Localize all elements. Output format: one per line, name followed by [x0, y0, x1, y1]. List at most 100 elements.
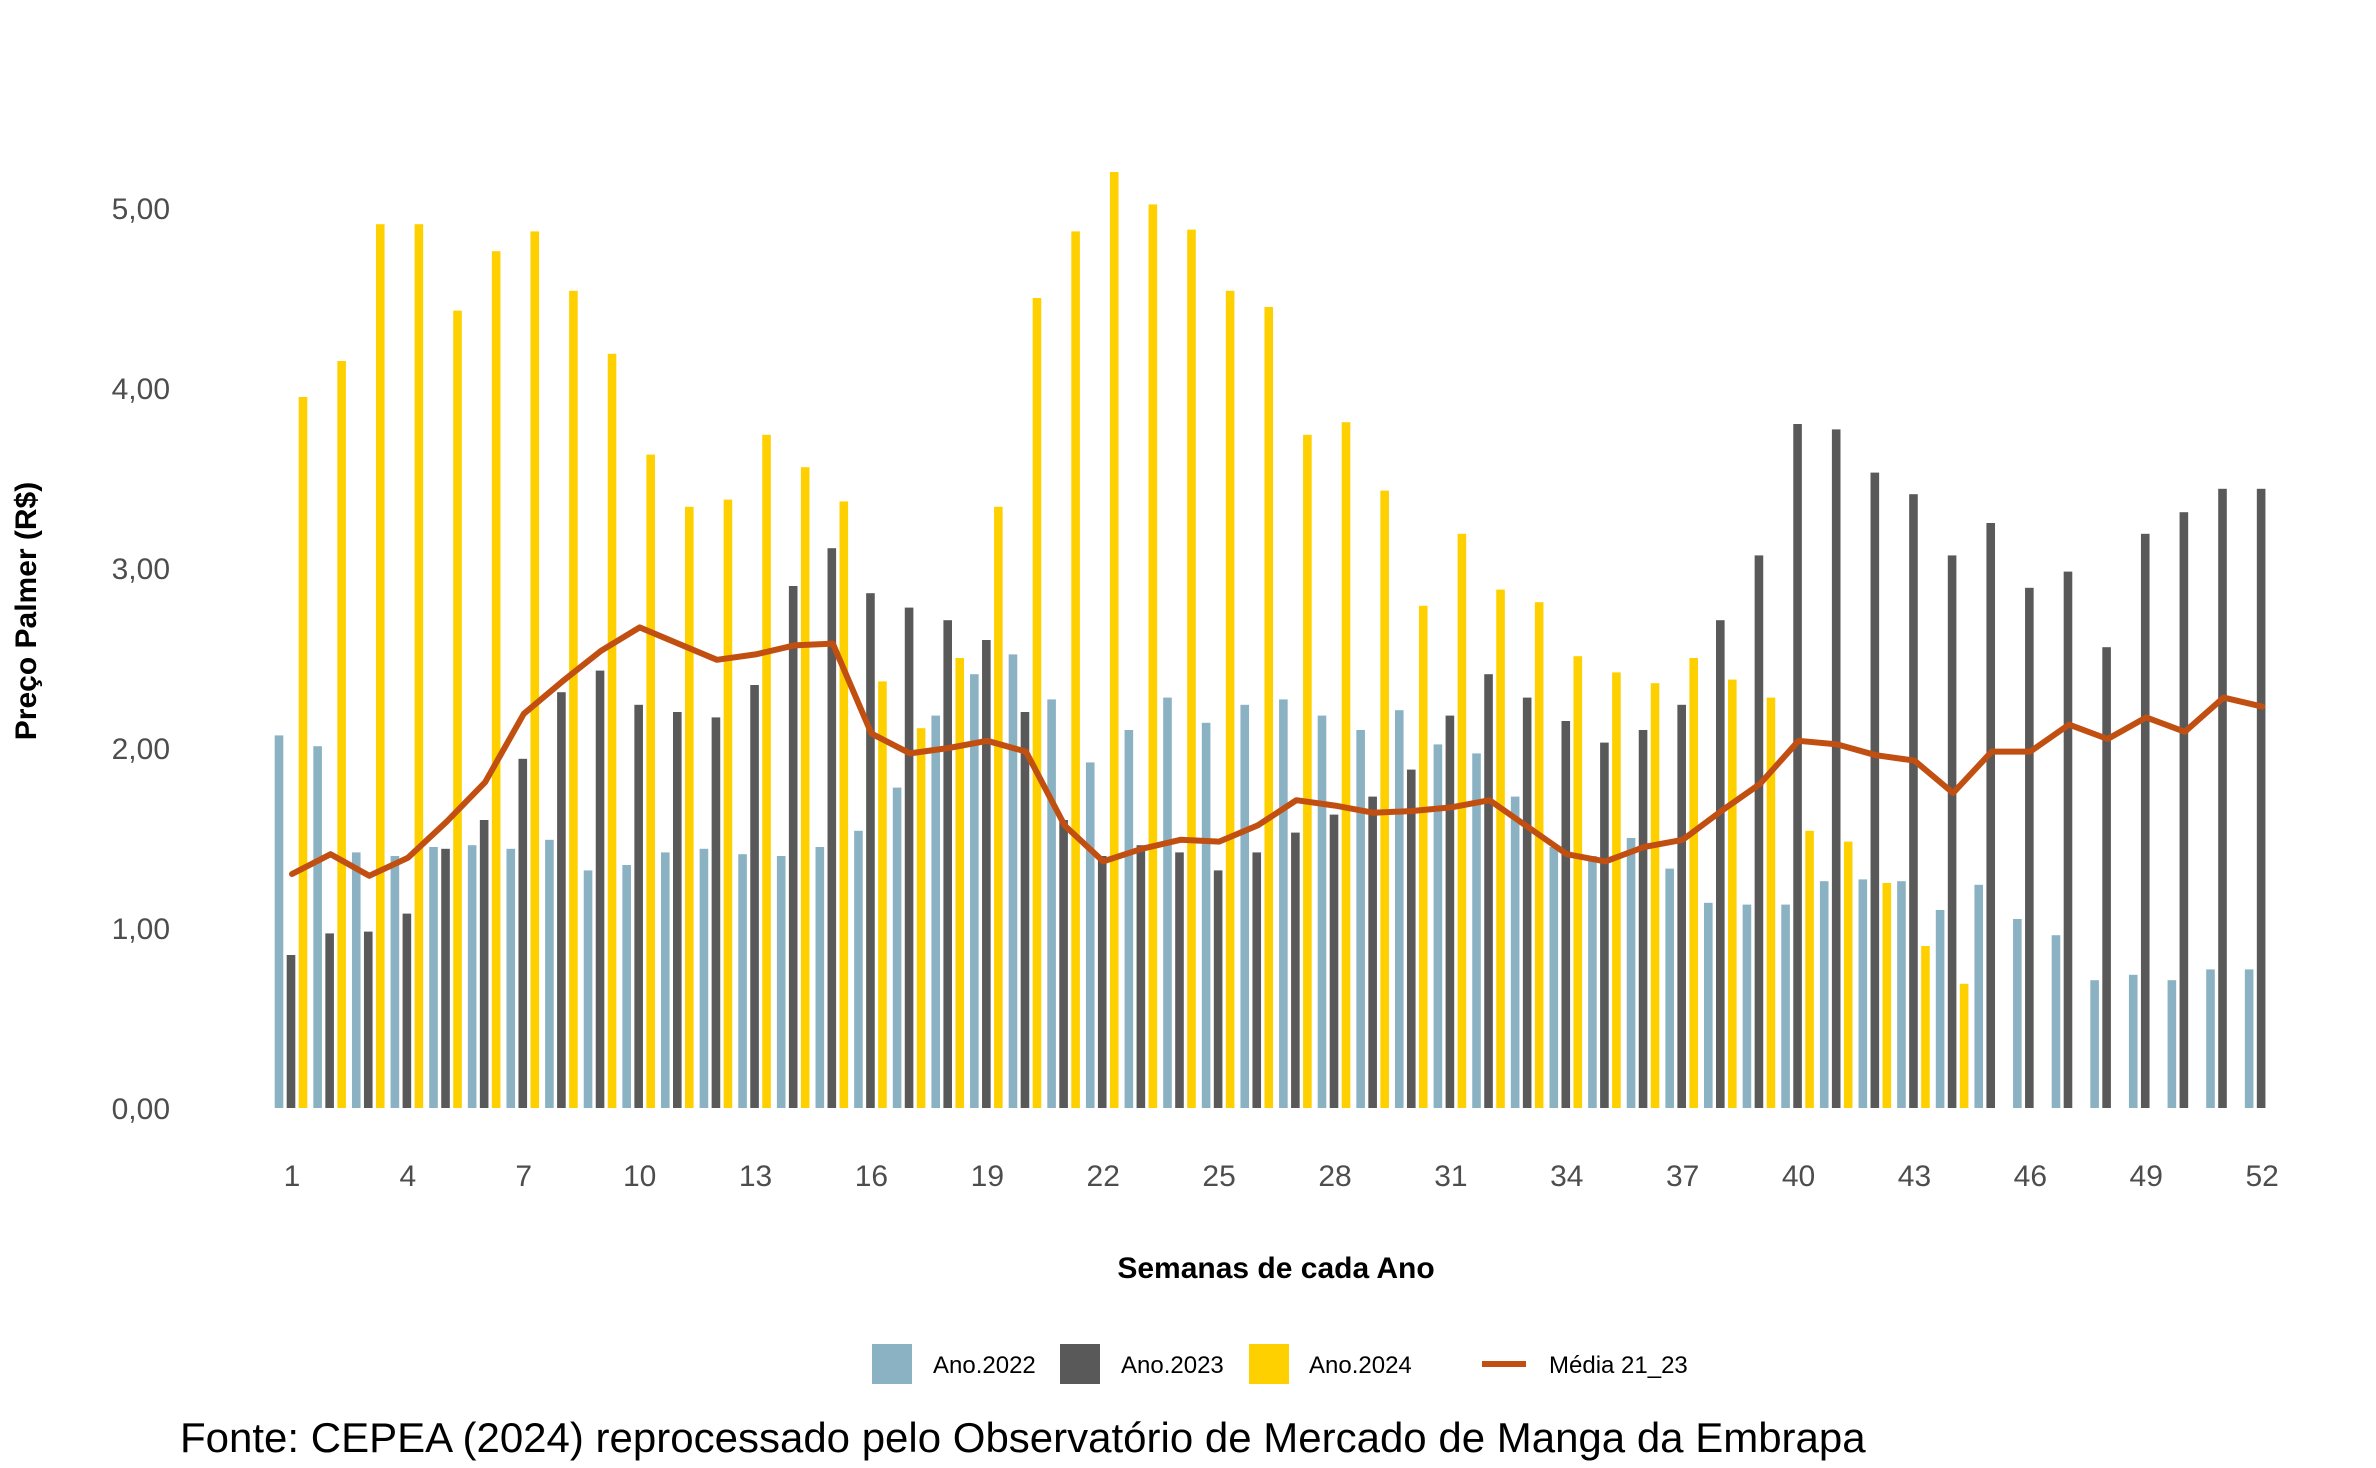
- x-tick-label: 28: [1318, 1160, 1351, 1193]
- bar-ano-2024-week-39: [1766, 697, 1776, 1108]
- bar-ano-2023-week-52: [2256, 488, 2266, 1108]
- y-tick-label: 2,00: [112, 733, 170, 766]
- bar-ano-2023-week-17: [904, 607, 914, 1108]
- bar-ano-2022-week-22: [1085, 762, 1095, 1108]
- bar-ano-2024-week-15: [839, 501, 849, 1108]
- bar-ano-2024-week-21: [1071, 231, 1080, 1108]
- bar-ano-2023-week-36: [1638, 730, 1648, 1108]
- x-axis-ticks: 1 4 7 10 13 16 19 22 25 28 31 34 37 40 43 46 49 52: [284, 1160, 2279, 1193]
- bar-ano-2024-week-19: [994, 506, 1003, 1108]
- bar-ano-2022-week-40: [1781, 904, 1790, 1108]
- x-tick-label: 7: [515, 1160, 532, 1193]
- bar-ano-2023-week-48: [2102, 647, 2111, 1108]
- legend-label-m-dia-21-23: Média 21_23: [1549, 1352, 1688, 1379]
- bar-ano-2024-week-2: [337, 361, 346, 1108]
- bar-ano-2024-week-4: [414, 224, 424, 1108]
- legend: Ano.2022 Ano.2023 Ano.2024 Média 21_23: [872, 1344, 1688, 1384]
- bar-ano-2023-week-30: [1406, 769, 1416, 1108]
- x-tick-label: 13: [739, 1160, 772, 1193]
- bar-ano-2023-week-14: [788, 586, 798, 1108]
- bar-ano-2022-week-14: [776, 856, 786, 1108]
- bar-ano-2024-week-37: [1689, 658, 1698, 1108]
- bar-ano-2023-week-46: [2025, 587, 2034, 1108]
- bar-ano-2024-week-3: [375, 224, 385, 1108]
- bar-ano-2022-week-35: [1588, 856, 1597, 1108]
- bar-ano-2023-week-10: [634, 704, 643, 1108]
- bar-ano-2022-week-41: [1819, 881, 1829, 1108]
- x-tick-label: 19: [971, 1160, 1004, 1193]
- bar-ano-2022-week-28: [1317, 715, 1327, 1108]
- plot-area: 0,00 1,00 2,00 3,00 4,00 5,00 1 4 7 10 13 16 19 22 25…: [112, 172, 2279, 1193]
- source-note: Fonte: CEPEA (2024) reprocessado pelo Ob…: [180, 1414, 1866, 1461]
- bar-ano-2024-week-23: [1148, 204, 1158, 1108]
- bar-ano-2022-week-29: [1356, 730, 1365, 1108]
- bar-ano-2024-week-26: [1264, 307, 1274, 1108]
- x-tick-label: 25: [1202, 1160, 1235, 1193]
- bar-ano-2023-week-44: [1947, 555, 1957, 1108]
- bar-ano-2024-week-35: [1612, 672, 1621, 1108]
- x-tick-label: 31: [1434, 1160, 1467, 1193]
- bar-ano-2024-week-42: [1882, 883, 1892, 1108]
- bar-ano-2024-week-41: [1843, 841, 1853, 1108]
- legend-label-ano-2023: Ano.2023: [1121, 1352, 1224, 1379]
- bar-ano-2023-week-25: [1213, 870, 1223, 1108]
- bar-ano-2023-week-3: [363, 931, 373, 1108]
- bar-ano-2022-week-9: [583, 870, 593, 1108]
- bar-ano-2023-week-32: [1484, 674, 1493, 1108]
- bar-ano-2022-week-11: [661, 852, 670, 1108]
- bar-ano-2022-week-1: [274, 735, 284, 1108]
- bar-ano-2022-week-20: [1008, 654, 1018, 1108]
- bar-ano-2022-week-52: [2244, 969, 2254, 1108]
- x-tick-label: 1: [284, 1160, 301, 1193]
- bar-ano-2024-week-36: [1650, 683, 1660, 1108]
- bar-ano-2022-week-18: [931, 715, 941, 1108]
- y-axis-title: Preço Palmer (R$): [10, 482, 43, 740]
- bar-ano-2022-week-8: [545, 839, 554, 1108]
- bar-ano-2023-week-35: [1600, 742, 1609, 1108]
- bar-ano-2022-week-38: [1704, 902, 1713, 1108]
- bar-ano-2022-week-39: [1742, 904, 1752, 1108]
- bar-ano-2022-week-47: [2051, 935, 2061, 1108]
- bar-ano-2023-week-7: [518, 758, 528, 1108]
- bar-ano-2022-week-23: [1124, 730, 1134, 1108]
- bar-ano-2023-week-45: [1986, 523, 1996, 1108]
- bar-ano-2023-week-11: [673, 712, 682, 1108]
- bar-ano-2024-week-1: [298, 397, 308, 1108]
- x-axis-title: Semanas de cada Ano: [1117, 1252, 1434, 1285]
- bar-ano-2023-week-26: [1252, 852, 1262, 1108]
- bar-ano-2022-week-13: [738, 854, 747, 1108]
- bar-ano-2024-week-31: [1457, 533, 1467, 1108]
- bar-ano-2024-week-22: [1109, 172, 1119, 1108]
- bar-ano-2023-week-9: [595, 670, 605, 1108]
- bar-ano-2023-week-50: [2179, 512, 2189, 1108]
- bar-ano-2023-week-21: [1059, 820, 1068, 1108]
- bar-ano-2022-week-4: [390, 856, 400, 1108]
- bar-ano-2022-week-43: [1897, 881, 1906, 1108]
- bar-ano-2022-week-45: [1974, 884, 1984, 1108]
- bar-ano-2023-week-20: [1020, 712, 1030, 1108]
- bar-ano-2023-week-43: [1909, 494, 1918, 1108]
- y-tick-label: 1,00: [112, 913, 170, 946]
- bar-ano-2022-week-5: [429, 847, 438, 1108]
- bar-ano-2022-week-25: [1201, 722, 1211, 1108]
- x-tick-label: 46: [2014, 1160, 2047, 1193]
- bar-ano-2022-week-12: [699, 848, 709, 1108]
- bar-ano-2022-week-32: [1472, 753, 1481, 1108]
- bar-ano-2022-week-36: [1626, 838, 1636, 1108]
- bar-ano-2023-week-34: [1561, 721, 1571, 1108]
- bar-ano-2023-week-1: [286, 955, 296, 1108]
- bar-ano-2022-week-7: [506, 848, 516, 1108]
- bar-ano-2022-week-51: [2206, 969, 2215, 1108]
- bar-ano-2023-week-51: [2218, 488, 2227, 1108]
- line-group: [289, 624, 2266, 879]
- bar-ano-2022-week-37: [1665, 868, 1674, 1108]
- y-tick-label: 3,00: [112, 553, 170, 586]
- x-tick-label: 43: [1898, 1160, 1931, 1193]
- bar-ano-2022-week-17: [892, 787, 902, 1108]
- bar-ano-2022-week-21: [1047, 699, 1056, 1108]
- bar-ano-2023-week-40: [1793, 424, 1802, 1108]
- bar-ano-2024-week-17: [916, 728, 926, 1108]
- bar-ano-2024-week-33: [1534, 602, 1544, 1108]
- bar-ano-2023-week-39: [1754, 555, 1764, 1108]
